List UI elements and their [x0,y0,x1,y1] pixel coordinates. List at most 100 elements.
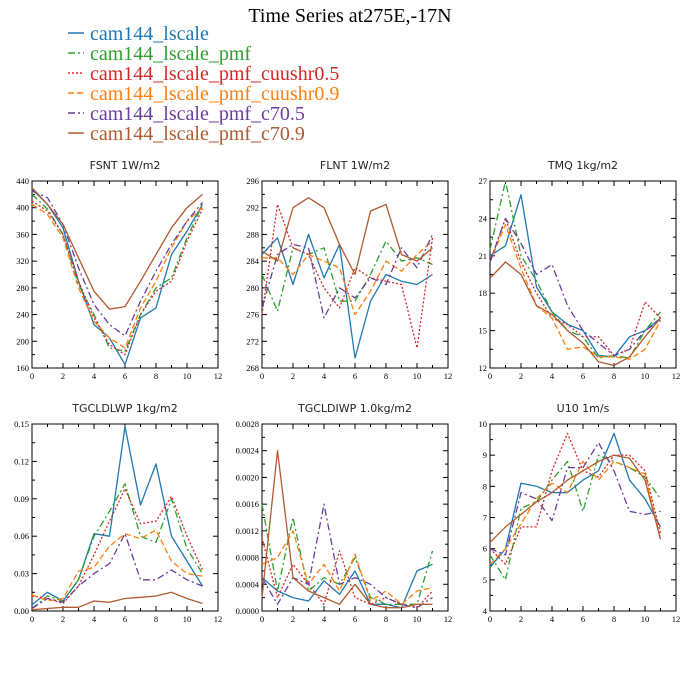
y-tick-label: 276 [246,310,259,320]
series-line [489,223,662,360]
figure-title: Time Series at275E,-17N [248,5,451,27]
y-tick-label: 320 [16,256,29,266]
y-tick-label: 200 [16,336,29,346]
y-tick-label: 160 [16,363,29,373]
y-tick-label: 292 [246,203,259,213]
y-tick-label: 0.0016 [236,499,259,509]
y-tick-label: 15 [479,326,488,336]
x-tick-label: 0 [30,371,34,381]
x-tick-label: 10 [413,371,422,381]
series-line [31,483,204,610]
series-line [261,537,433,609]
x-tick-label: 8 [154,614,158,624]
x-tick-label: 2 [61,614,65,624]
legend-label: cam144_lscale_pmf_cuushr0.9 [90,83,339,105]
panel-title: TMQ 1kg/m2 [547,159,618,172]
series-line [489,454,662,543]
x-tick-label: 6 [581,614,585,624]
x-tick-label: 4 [550,371,555,381]
y-tick-label: 0.0028 [236,419,259,429]
y-tick-label: 0.0024 [236,446,260,456]
y-tick-label: 0.06 [14,531,29,541]
x-tick-label: 2 [61,371,65,381]
x-tick-label: 10 [641,614,650,624]
series-line [489,217,661,357]
y-tick-label: 4 [483,606,488,616]
x-tick-label: 4 [322,371,327,381]
y-tick-label: 240 [16,310,29,320]
series-line [261,530,433,605]
x-tick-label: 6 [353,371,357,381]
y-tick-label: 0.00 [14,606,29,616]
x-tick-label: 8 [612,371,616,381]
y-tick-label: 6 [483,544,487,554]
y-tick-label: 0.12 [14,456,29,466]
panel-title: U10 1m/s [557,402,610,415]
series-line [31,591,203,611]
x-tick-label: 4 [92,371,97,381]
series-line [489,180,662,359]
chart-panel: TGCLDLWP 1kg/m2 0 2 4 6 8 10 12 0.00 0.03 0.06 0.09… [14,402,222,624]
y-tick-label: 360 [16,229,29,239]
x-tick-label: 2 [519,614,523,624]
x-tick-label: 0 [488,371,492,381]
x-tick-label: 10 [183,614,192,624]
x-tick-label: 6 [353,614,357,624]
x-tick-label: 8 [612,614,616,624]
x-tick-label: 12 [214,371,223,381]
series-line [489,460,662,565]
x-tick-label: 6 [123,371,127,381]
y-tick-label: 0.0008 [236,553,259,563]
series-line [489,442,661,556]
y-tick-label: 288 [246,229,259,239]
x-tick-label: 6 [123,614,127,624]
panel-title: FLNT 1W/m2 [320,159,390,172]
y-tick-label: 268 [246,363,259,373]
y-tick-label: 0.0004 [236,579,260,589]
y-tick-label: 8 [483,481,487,491]
y-tick-label: 0.03 [14,569,29,579]
legend-label: cam144_lscale_pmf_c70.5 [90,103,305,125]
x-tick-label: 0 [30,614,34,624]
series-line [489,432,662,568]
y-tick-label: 296 [246,176,259,186]
series-line [31,187,203,310]
series-line [261,503,433,609]
plot-frame [489,180,677,369]
y-tick-label: 400 [16,203,29,213]
x-tick-label: 2 [291,371,295,381]
series-line [262,240,433,316]
y-tick-label: 12 [479,363,488,373]
y-tick-label: 0.09 [14,494,29,504]
series-line [31,188,204,366]
y-tick-label: 0.15 [14,419,29,429]
x-tick-label: 10 [183,371,192,381]
panel-title: TGCLDLWP 1kg/m2 [71,402,177,415]
x-tick-label: 0 [488,614,492,624]
x-tick-label: 4 [92,614,97,624]
series-line [261,503,434,605]
legend-label: cam144_lscale [90,23,209,45]
series-line [31,200,204,356]
series-line [489,261,662,367]
y-tick-label: 27 [479,176,488,186]
panel-title: TGCLDIWP 1.0kg/m2 [297,402,412,415]
series-line [261,197,433,276]
y-tick-label: 21 [479,251,488,261]
y-tick-label: 272 [246,336,259,346]
series-line [489,217,661,357]
y-tick-label: 18 [479,288,488,298]
series-line [489,432,662,565]
x-tick-label: 0 [260,371,264,381]
panel-title: FSNT 1W/m2 [90,159,161,172]
y-tick-label: 5 [483,575,487,585]
series-line [261,203,434,349]
x-tick-label: 4 [550,614,555,624]
y-tick-label: 280 [16,283,29,293]
y-tick-label: 284 [246,256,260,266]
plot-frame [31,423,219,612]
series-line [31,533,203,610]
y-tick-label: 10 [479,419,488,429]
series-line [261,233,433,359]
